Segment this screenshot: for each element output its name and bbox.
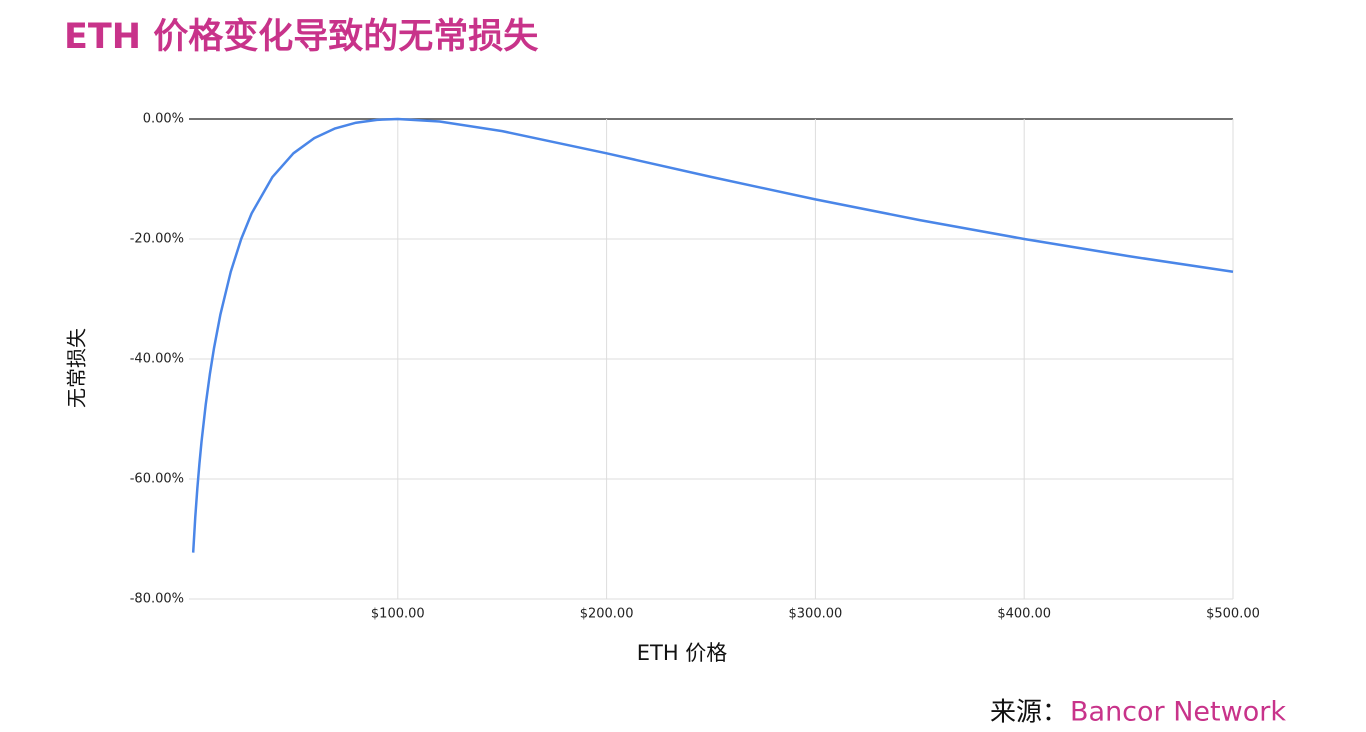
y-tick-label: -40.00% xyxy=(130,352,184,367)
source: Bancor Network xyxy=(1070,697,1286,728)
x-tick-label: $100.00 xyxy=(371,607,425,622)
y-axis-label: 无常损失 xyxy=(65,328,89,408)
y-tick-label: -80.00% xyxy=(130,592,184,607)
y-tick-label: 0.00% xyxy=(143,112,184,127)
y-tick-label: -20.00% xyxy=(130,232,184,247)
x-axis-label: ETH 价格 xyxy=(637,641,728,665)
x-tick-label: $300.00 xyxy=(789,607,843,622)
y-tick-label: -60.00% xyxy=(130,472,184,487)
chart-title: ETH 价格变化导致的无常损失 xyxy=(64,17,539,57)
data-line xyxy=(191,117,1234,553)
x-tick-label: $400.00 xyxy=(997,607,1051,622)
x-tick-label: $500.00 xyxy=(1206,607,1260,622)
x-tick-label: $200.00 xyxy=(580,607,634,622)
source-label: 来源： xyxy=(990,698,1068,728)
